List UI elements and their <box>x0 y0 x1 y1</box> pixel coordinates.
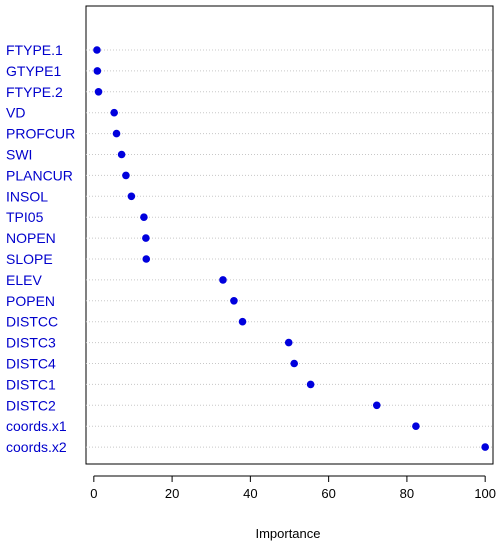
data-point <box>238 317 247 326</box>
x-tick-label: 0 <box>90 486 97 501</box>
data-point <box>230 297 238 305</box>
data-points <box>93 46 489 451</box>
data-point <box>412 422 420 431</box>
data-point <box>110 108 118 117</box>
data-point <box>142 234 150 242</box>
category-label: DISTC1 <box>6 376 56 392</box>
grid-lines <box>86 49 493 448</box>
data-point <box>284 338 293 347</box>
category-label: PLANCUR <box>6 167 73 183</box>
category-label: INSOL <box>6 188 48 204</box>
category-label: DISTC2 <box>6 397 56 413</box>
data-point <box>372 401 381 410</box>
x-tick-label: 60 <box>321 486 335 501</box>
category-label: ELEV <box>6 272 42 288</box>
category-label: POPEN <box>6 293 55 309</box>
category-labels: FTYPE.1 GTYPE1 FTYPE.2 VD PROFCUR SWI PLANCUR I… <box>6 42 75 455</box>
x-tick-label: 80 <box>400 486 414 501</box>
data-point <box>290 359 298 368</box>
category-label: NOPEN <box>6 230 56 246</box>
data-point <box>140 213 148 221</box>
data-point <box>481 443 489 451</box>
category-label: PROFCUR <box>6 126 75 142</box>
category-label: VD <box>6 105 25 121</box>
x-axis-title: Importance <box>255 526 320 541</box>
category-label: SWI <box>6 147 32 163</box>
category-label: coords.x2 <box>6 439 67 455</box>
category-label: GTYPE1 <box>6 63 61 79</box>
data-point <box>117 150 126 159</box>
data-point <box>142 255 151 263</box>
category-label: FTYPE.2 <box>6 84 63 100</box>
category-label: SLOPE <box>6 251 53 267</box>
data-point <box>219 276 227 284</box>
data-point <box>93 67 102 75</box>
category-label: coords.x1 <box>6 418 67 434</box>
data-point <box>127 192 136 201</box>
x-tick-label: 100 <box>474 486 496 501</box>
data-point <box>306 380 315 389</box>
category-label: DISTCC <box>6 314 58 330</box>
plot-frame <box>85 5 494 465</box>
data-point <box>94 88 103 96</box>
category-label: TPI05 <box>6 209 44 225</box>
x-axis: 0 20 40 60 80 100 <box>90 475 496 501</box>
x-tick-label: 40 <box>243 486 257 501</box>
x-tick-label: 20 <box>165 486 179 501</box>
category-label: FTYPE.1 <box>6 42 63 58</box>
data-point <box>112 129 121 138</box>
data-point <box>122 171 130 180</box>
category-label: DISTC4 <box>6 356 56 372</box>
category-label: DISTC3 <box>6 335 56 351</box>
data-point <box>93 46 101 54</box>
